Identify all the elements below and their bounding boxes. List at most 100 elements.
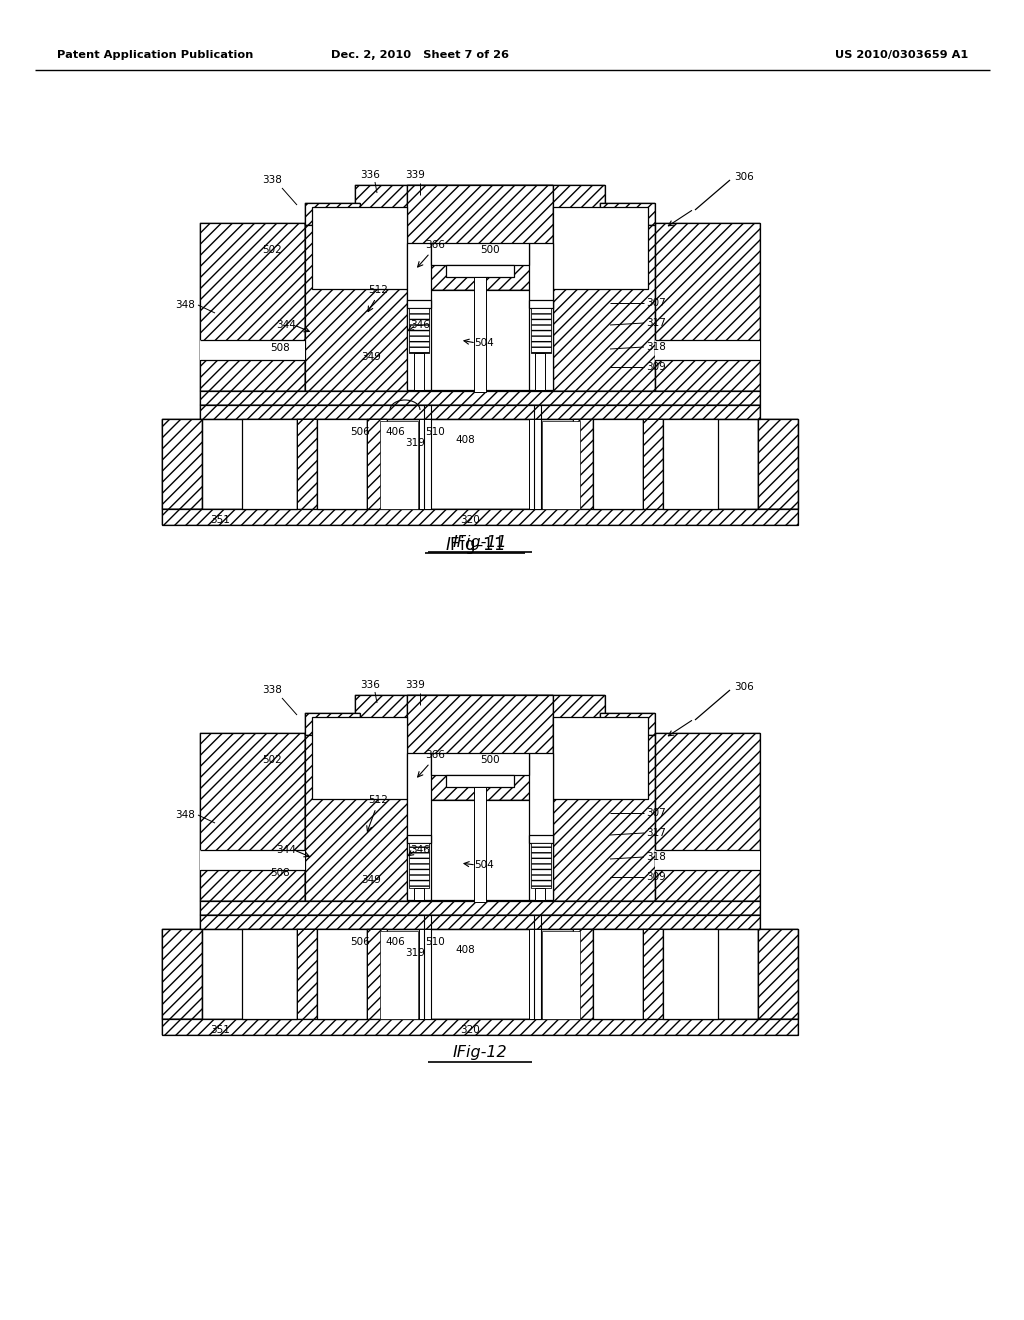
Text: 506: 506: [350, 426, 370, 437]
Bar: [409, 843, 429, 888]
Bar: [367, 418, 387, 510]
Bar: [474, 277, 486, 392]
Bar: [162, 418, 202, 510]
Bar: [545, 223, 655, 391]
Bar: [573, 929, 593, 1019]
Bar: [162, 929, 202, 1019]
Bar: [305, 223, 415, 391]
Text: 408: 408: [455, 436, 475, 445]
Bar: [162, 418, 202, 510]
Bar: [573, 418, 593, 510]
Text: 508: 508: [270, 869, 290, 878]
Bar: [529, 752, 553, 900]
Text: $\mathit{I}$Fig–11: $\mathit{I}$Fig–11: [445, 535, 505, 556]
Text: 320: 320: [460, 515, 480, 525]
Bar: [407, 696, 553, 800]
Text: 502: 502: [262, 246, 282, 255]
Bar: [542, 931, 580, 1019]
Bar: [531, 308, 551, 352]
Text: 317: 317: [646, 318, 666, 327]
Text: 306: 306: [734, 172, 754, 182]
Text: 318: 318: [646, 342, 666, 352]
Text: 351: 351: [210, 1026, 230, 1035]
Bar: [297, 418, 317, 510]
Bar: [380, 421, 418, 510]
Bar: [305, 733, 415, 902]
Bar: [414, 352, 424, 389]
Text: 344: 344: [276, 319, 296, 330]
Bar: [758, 929, 798, 1019]
Bar: [367, 929, 387, 1019]
Bar: [758, 418, 798, 510]
Bar: [758, 418, 798, 510]
Bar: [355, 696, 605, 733]
Text: 512: 512: [368, 285, 388, 294]
Bar: [573, 929, 593, 1019]
Text: 338: 338: [262, 685, 282, 696]
Bar: [162, 510, 798, 525]
Text: 504: 504: [474, 861, 494, 870]
Bar: [407, 752, 431, 900]
Bar: [200, 902, 760, 915]
Bar: [542, 421, 580, 510]
Bar: [409, 843, 429, 888]
Text: 366: 366: [425, 240, 445, 249]
Text: 339: 339: [406, 680, 425, 690]
Bar: [529, 300, 553, 308]
Bar: [305, 223, 415, 391]
Bar: [305, 713, 360, 735]
Bar: [409, 308, 429, 352]
Bar: [162, 510, 798, 525]
Bar: [305, 733, 415, 902]
Bar: [162, 1019, 798, 1035]
Bar: [200, 405, 760, 418]
Bar: [643, 929, 663, 1019]
Bar: [200, 915, 760, 929]
Text: 510: 510: [425, 426, 444, 437]
Bar: [200, 733, 305, 902]
Text: 406: 406: [385, 937, 404, 946]
Bar: [535, 888, 545, 900]
Bar: [200, 391, 760, 405]
Bar: [305, 203, 360, 224]
Bar: [407, 243, 431, 389]
Bar: [573, 418, 593, 510]
Text: 408: 408: [455, 945, 475, 954]
Text: 349: 349: [361, 352, 381, 362]
Bar: [355, 696, 605, 733]
Bar: [162, 418, 202, 510]
Bar: [162, 929, 202, 1019]
Bar: [758, 929, 798, 1019]
Text: 319: 319: [406, 948, 425, 958]
Text: 319: 319: [406, 438, 425, 447]
Bar: [200, 341, 305, 360]
Bar: [529, 243, 553, 389]
Bar: [474, 787, 486, 902]
Text: 506: 506: [350, 937, 370, 946]
Bar: [655, 733, 760, 902]
Bar: [643, 929, 663, 1019]
Bar: [409, 308, 429, 352]
Bar: [600, 203, 655, 224]
Text: 317: 317: [646, 828, 666, 838]
Bar: [242, 929, 297, 1019]
Text: 349: 349: [361, 875, 381, 884]
Bar: [407, 300, 431, 308]
Bar: [242, 418, 297, 510]
Text: Dec. 2, 2010   Sheet 7 of 26: Dec. 2, 2010 Sheet 7 of 26: [331, 50, 509, 59]
Bar: [414, 888, 424, 900]
Bar: [655, 223, 760, 391]
Text: 336: 336: [360, 170, 380, 180]
Text: 318: 318: [646, 851, 666, 862]
Bar: [758, 418, 798, 510]
Bar: [317, 418, 367, 510]
Text: 366: 366: [425, 750, 445, 760]
Bar: [297, 929, 317, 1019]
Bar: [200, 405, 760, 418]
Bar: [758, 929, 798, 1019]
Bar: [200, 902, 760, 915]
Bar: [545, 733, 655, 902]
Text: 348: 348: [175, 810, 195, 820]
Bar: [593, 929, 643, 1019]
Bar: [200, 223, 305, 391]
